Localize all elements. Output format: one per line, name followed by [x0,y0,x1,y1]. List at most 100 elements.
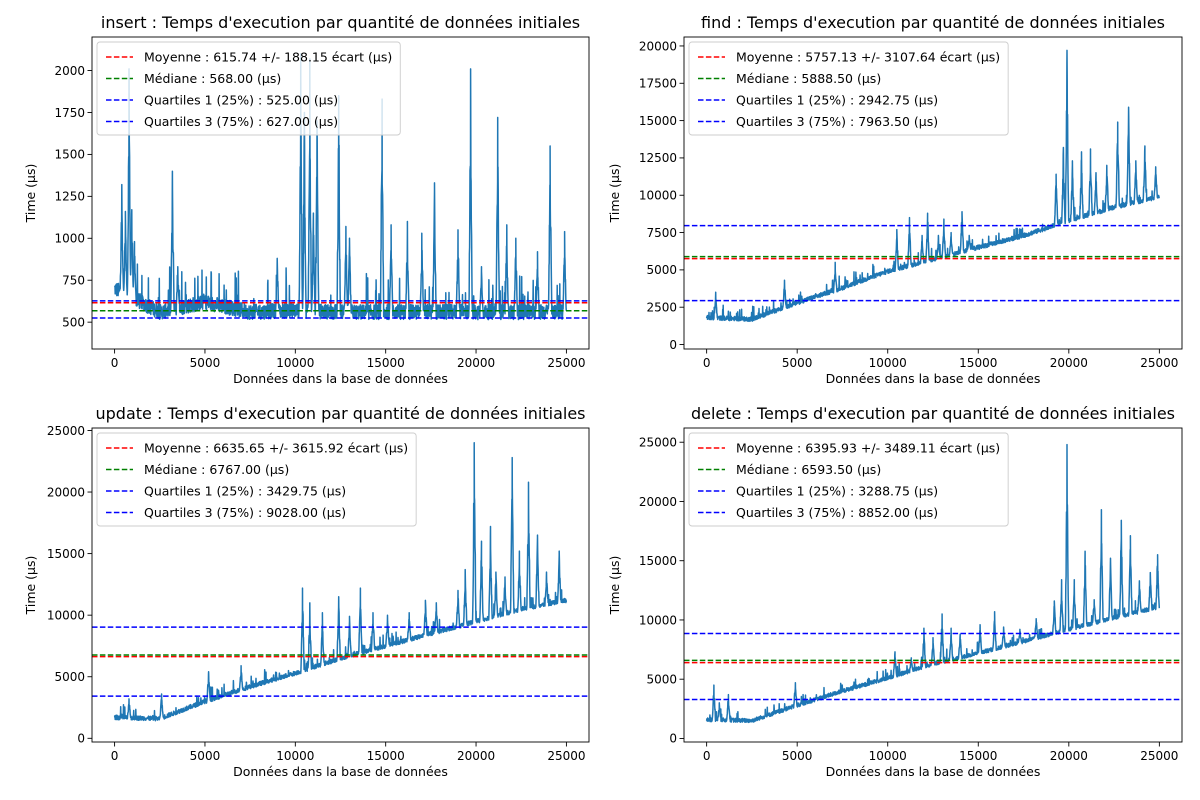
y-tick-label: 1750 [54,106,85,120]
x-tick-label: 5000 [190,356,221,370]
subplot-insert: 0 5000 10000 15000 20000 25000 500 750 1000 1250 1… [23,13,590,386]
plot-area-content [92,53,589,321]
x-axis-label: Données dans la base de données [826,371,1041,386]
y-axis-label: Time (µs) [607,556,622,616]
y-tick-label: 10000 [47,608,85,622]
x-tick-label: 25000 [547,749,585,763]
legend-entry: Quartiles 1 (25%) : 3429.75 (µs) [144,484,346,499]
chart-title: insert : Temps d'execution par quantité … [101,13,580,32]
plot-area-content [684,49,1182,322]
chart-title: find : Temps d'execution par quantité de… [701,13,1165,32]
legend-entry: Médiane : 568.00 (µs) [144,71,281,86]
x-tick-label: 5000 [190,749,221,763]
x-tick-label: 15000 [959,749,997,763]
legend-entry: Quartiles 3 (75%) : 9028.00 (µs) [144,505,346,520]
legend-entry: Quartiles 1 (25%) : 2942.75 (µs) [736,93,938,108]
y-tick-label: 25000 [47,424,85,438]
y-tick-label: 17500 [639,77,677,91]
legend: Moyenne : 6635.65 +/- 3615.92 écart (µs)… [96,432,417,527]
x-tick-label: 20000 [1050,749,1088,763]
legend-entry: Médiane : 5888.50 (µs) [736,71,881,86]
y-axis-label: Time (µs) [23,164,38,224]
y-tick-label: 15000 [47,547,85,561]
axes-frame [91,36,590,350]
legend-entry: Quartiles 1 (25%) : 3288.75 (µs) [736,484,938,499]
y-tick-label: 5000 [646,263,677,277]
subplot-update: 0 5000 10000 15000 20000 25000 0 5000 10000 15000… [23,404,590,779]
y-tick-label: 5000 [54,670,85,684]
x-tick-label: 20000 [1050,356,1088,370]
series-line-execution-time [113,442,568,722]
legend-box [96,41,401,136]
y-tick-label: 750 [62,274,85,288]
x-tick-label: 15000 [367,356,405,370]
y-tick-label: 15000 [639,554,677,568]
y-tick-label: 1500 [54,148,85,162]
legend-entry: Moyenne : 6395.93 +/- 3489.11 écart (µs) [736,441,1000,456]
plot-area-content [92,442,589,722]
legend: Moyenne : 5757.13 +/- 3107.64 écart (µs)… [688,41,1009,136]
y-tick-label: 2000 [54,64,85,78]
x-tick-label: 25000 [547,356,585,370]
x-tick-label: 15000 [959,356,997,370]
subplot-delete: 0 5000 10000 15000 20000 25000 0 5000 10000 15000… [607,404,1183,779]
legend-box [688,41,1009,136]
axes-frame [91,427,590,743]
y-tick-label: 12500 [639,151,677,165]
y-axis-label: Time (µs) [23,556,38,616]
legend-box [688,432,1009,527]
legend: Moyenne : 615.74 +/- 188.15 écart (µs) Mé… [96,41,401,136]
x-tick-label: 10000 [869,749,907,763]
x-tick-label: 0 [111,749,119,763]
y-tick-label: 20000 [639,39,677,53]
legend-entry: Moyenne : 6635.65 +/- 3615.92 écart (µs) [144,441,408,456]
y-tick-label: 0 [669,732,677,746]
legend-entry: Quartiles 1 (25%) : 525.00 (µs) [144,93,338,108]
chart-title: delete : Temps d'execution par quantité … [691,404,1175,423]
subplot-find: 0 5000 10000 15000 20000 25000 0 2500 5000 7500 10… [607,13,1183,386]
x-tick-label: 25000 [1140,356,1178,370]
y-tick-label: 7500 [646,226,677,240]
x-tick-label: 10000 [276,356,314,370]
x-tick-label: 5000 [782,356,813,370]
x-tick-label: 10000 [276,749,314,763]
y-tick-label: 10000 [639,189,677,203]
legend-entry: Médiane : 6767.00 (µs) [144,462,289,477]
x-tick-label: 15000 [367,749,405,763]
x-tick-label: 5000 [782,749,813,763]
x-tick-label: 10000 [869,356,907,370]
y-tick-label: 0 [77,732,85,746]
legend-entry: Moyenne : 5757.13 +/- 3107.64 écart (µs) [736,50,1000,65]
y-axis-label: Time (µs) [607,164,622,224]
legend: Moyenne : 6395.93 +/- 3489.11 écart (µs)… [688,432,1009,527]
y-tick-label: 10000 [639,613,677,627]
x-tick-label: 25000 [1140,749,1178,763]
x-axis-label: Données dans la base de données [233,371,448,386]
series-line-execution-time [113,53,568,321]
legend-box [96,432,417,527]
x-tick-label: 0 [703,356,711,370]
x-tick-label: 20000 [457,356,495,370]
x-axis-label: Données dans la base de données [233,764,448,779]
y-tick-label: 15000 [639,114,677,128]
y-tick-label: 1250 [54,190,85,204]
legend-entry: Quartiles 3 (75%) : 7963.50 (µs) [736,114,938,129]
axes-frame [683,36,1183,350]
x-axis-label: Données dans la base de données [826,764,1041,779]
legend-entry: Quartiles 3 (75%) : 627.00 (µs) [144,114,338,129]
axes-frame [683,427,1183,743]
series-line-execution-time [705,49,1160,322]
x-tick-label: 0 [111,356,119,370]
y-tick-label: 5000 [646,673,677,687]
legend-entry: Quartiles 3 (75%) : 8852.00 (µs) [736,505,938,520]
y-tick-label: 20000 [639,495,677,509]
legend-entry: Moyenne : 615.74 +/- 188.15 écart (µs) [144,50,392,65]
plot-area-content [684,443,1182,724]
chart-title: update : Temps d'execution par quantité … [96,404,586,423]
x-tick-label: 0 [703,749,711,763]
y-tick-label: 2500 [646,301,677,315]
y-tick-label: 500 [62,315,85,329]
legend-entry: Médiane : 6593.50 (µs) [736,462,881,477]
x-tick-label: 20000 [457,749,495,763]
